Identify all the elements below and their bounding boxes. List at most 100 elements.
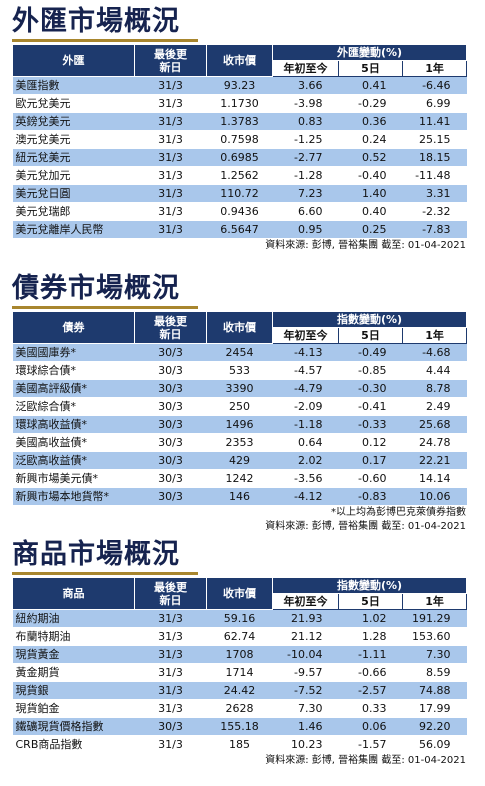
row-ytd: -7.52 <box>272 681 339 700</box>
commodities-title: 商品市場概況 <box>12 539 180 570</box>
row-1y: 22.21 <box>402 451 467 470</box>
row-close: 3390 <box>206 379 273 398</box>
row-1y: 8.78 <box>402 379 467 398</box>
fx-section: 外匯市場概況 外匯 最後更新日 收市價 外匯變動(%) 年初至今 5日 1年 美… <box>12 6 468 253</box>
row-close: 155.18 <box>206 717 273 736</box>
row-name: 環球綜合債* <box>12 361 135 380</box>
row-date: 31/3 <box>134 681 207 700</box>
commodities-col-ytd: 年初至今 <box>272 593 339 610</box>
table-row: 美國高收益債* 30/3 2353 0.64 0.12 24.78 <box>12 433 467 452</box>
row-1y: 25.15 <box>402 130 467 149</box>
bonds-col-name: 債券 <box>12 311 135 344</box>
commodities-title-underline <box>12 572 198 575</box>
row-date: 30/3 <box>134 361 207 380</box>
row-close: 1.1730 <box>206 94 273 113</box>
row-name: 美元兌日圓 <box>12 184 135 203</box>
table-row: 美國國庫券* 30/3 2454 -4.13 -0.49 -4.68 <box>12 343 467 362</box>
row-name: CRB商品指數 <box>12 735 135 754</box>
row-name: 英鎊兌美元 <box>12 112 135 131</box>
row-ytd: -2.77 <box>272 148 339 167</box>
row-ytd: -9.57 <box>272 663 339 682</box>
row-ytd: 21.12 <box>272 627 339 646</box>
fx-col-5d: 5日 <box>338 60 403 77</box>
commodities-col-1y: 1年 <box>401 593 468 610</box>
fx-col-close: 收市價 <box>206 44 273 77</box>
row-name: 美國國庫券* <box>12 343 135 362</box>
row-5d: 1.02 <box>338 609 403 628</box>
fx-source: 資料來源: 彭博, 晉裕集團 截至: 01-04-2021 <box>265 240 466 251</box>
row-name: 新興市場本地貨幣* <box>12 487 135 506</box>
row-ytd: 0.95 <box>272 220 339 239</box>
row-name: 新興市場美元債* <box>12 469 135 488</box>
fx-col-date: 最後更新日 <box>134 44 207 77</box>
table-row: 環球高收益債* 30/3 1496 -1.18 -0.33 25.68 <box>12 415 467 434</box>
row-ytd: 6.60 <box>272 202 339 221</box>
row-date: 30/3 <box>134 451 207 470</box>
row-5d: 0.24 <box>338 130 403 149</box>
row-ytd: 7.23 <box>272 184 339 203</box>
row-name: 泛歐高收益債* <box>12 451 135 470</box>
row-date: 31/3 <box>134 220 207 239</box>
row-ytd: -4.79 <box>272 379 339 398</box>
fx-title-underline <box>12 39 198 42</box>
row-close: 24.42 <box>206 681 273 700</box>
row-ytd: -1.28 <box>272 166 339 185</box>
row-5d: 0.33 <box>338 699 403 718</box>
row-close: 0.7598 <box>206 130 273 149</box>
row-ytd: -3.56 <box>272 469 339 488</box>
row-ytd: -1.18 <box>272 415 339 434</box>
row-5d: 0.36 <box>338 112 403 131</box>
row-close: 0.9436 <box>206 202 273 221</box>
row-1y: -6.46 <box>402 76 467 95</box>
commodities-col-close: 收市價 <box>206 577 273 610</box>
row-close: 1.3783 <box>206 112 273 131</box>
table-row: 環球綜合債* 30/3 533 -4.57 -0.85 4.44 <box>12 361 467 380</box>
row-date: 31/3 <box>134 609 207 628</box>
bonds-col-ytd: 年初至今 <box>272 327 339 344</box>
bonds-rows: 美國國庫券* 30/3 2454 -4.13 -0.49 -4.68 環球綜合債* 30/3 5… <box>12 343 467 506</box>
table-row: 現貨銀 31/3 24.42 -7.52 -2.57 74.88 <box>12 681 467 700</box>
table-row: 美匯指數 31/3 93.23 3.66 0.41 -6.46 <box>12 76 467 95</box>
bonds-col-5d: 5日 <box>338 327 403 344</box>
row-name: 現貨鉑金 <box>12 699 135 718</box>
row-1y: 56.09 <box>402 735 467 754</box>
row-close: 2353 <box>206 433 273 452</box>
fx-rows: 美匯指數 31/3 93.23 3.66 0.41 -6.46 歐元兌美元 31/3 1.173… <box>12 76 467 239</box>
row-1y: 11.41 <box>402 112 467 131</box>
row-5d: 0.12 <box>338 433 403 452</box>
row-1y: 25.68 <box>402 415 467 434</box>
row-close: 110.72 <box>206 184 273 203</box>
row-5d: -0.83 <box>338 487 403 506</box>
row-name: 美匯指數 <box>12 76 135 95</box>
row-date: 31/3 <box>134 148 207 167</box>
row-name: 鐵礦現貨價格指數 <box>12 717 135 736</box>
row-name: 澳元兌美元 <box>12 130 135 149</box>
row-ytd: -4.57 <box>272 361 339 380</box>
fx-col-ytd: 年初至今 <box>272 60 339 77</box>
bonds-col-close: 收市價 <box>206 311 273 344</box>
row-5d: -0.29 <box>338 94 403 113</box>
row-close: 6.5647 <box>206 220 273 239</box>
row-ytd: 0.64 <box>272 433 339 452</box>
row-date: 30/3 <box>134 487 207 506</box>
row-1y: -2.32 <box>402 202 467 221</box>
row-close: 533 <box>206 361 273 380</box>
table-row: 新興市場美元債* 30/3 1242 -3.56 -0.60 14.14 <box>12 469 467 488</box>
row-ytd: 21.93 <box>272 609 339 628</box>
row-ytd: -10.04 <box>272 645 339 664</box>
row-close: 93.23 <box>206 76 273 95</box>
row-name: 美元兌離岸人民幣 <box>12 220 135 239</box>
bonds-footnote: *以上均為彭博巴克萊債券指數 <box>331 507 466 518</box>
row-1y: -11.48 <box>402 166 467 185</box>
row-name: 紐元兌美元 <box>12 148 135 167</box>
row-close: 0.6985 <box>206 148 273 167</box>
row-1y: 74.88 <box>402 681 467 700</box>
row-1y: 6.99 <box>402 94 467 113</box>
table-row: 美國高評級債* 30/3 3390 -4.79 -0.30 8.78 <box>12 379 467 398</box>
row-date: 31/3 <box>134 202 207 221</box>
row-5d: -0.49 <box>338 343 403 362</box>
row-date: 30/3 <box>134 397 207 416</box>
row-5d: 1.40 <box>338 184 403 203</box>
row-1y: 3.31 <box>402 184 467 203</box>
commodities-col-date: 最後更新日 <box>134 577 207 610</box>
